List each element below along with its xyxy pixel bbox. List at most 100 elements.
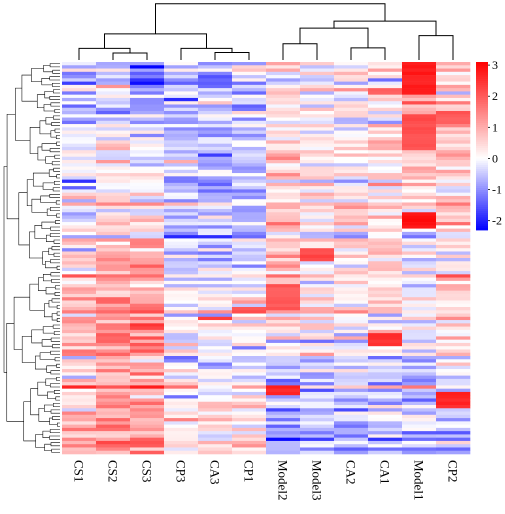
color-legend-swatch xyxy=(476,122,488,126)
heatmap-cell xyxy=(300,84,335,89)
heatmap-cell xyxy=(402,75,437,79)
heatmap-cell xyxy=(266,421,301,425)
heatmap-cell xyxy=(96,346,131,350)
row-dendrogram-branch xyxy=(44,91,54,99)
heatmap-cell xyxy=(96,284,131,288)
row-dendrogram-branch xyxy=(57,422,60,427)
dendrogram-branch xyxy=(112,52,148,60)
heatmap-cell xyxy=(300,369,335,373)
row-dendrogram-branch xyxy=(42,326,55,334)
heatmap-cell xyxy=(266,434,301,438)
heatmap-cell xyxy=(164,362,199,367)
heatmap-cell xyxy=(300,254,335,259)
row-dendrogram-branch xyxy=(49,148,60,153)
heatmap-cell xyxy=(402,382,437,386)
heatmap-cell xyxy=(300,150,335,154)
heatmap-cell xyxy=(436,71,471,76)
heatmap-cell xyxy=(62,284,97,288)
heatmap-cell xyxy=(266,427,301,432)
heatmap-cell xyxy=(436,411,471,416)
heatmap-cell xyxy=(198,150,233,154)
heatmap-cell xyxy=(300,356,335,360)
heatmap-cell xyxy=(198,421,233,425)
heatmap-cell xyxy=(334,228,369,233)
heatmap-cell xyxy=(62,153,97,158)
heatmap-cell xyxy=(96,254,131,259)
heatmap-cell xyxy=(436,320,471,324)
heatmap-cell xyxy=(266,140,301,144)
heatmap-cell xyxy=(436,388,471,393)
row-dendrogram-branch xyxy=(43,104,55,112)
heatmap-cell xyxy=(402,137,437,141)
heatmap-cell xyxy=(62,326,97,331)
heatmap-cell xyxy=(130,104,165,109)
heatmap-cell xyxy=(164,130,199,135)
heatmap-cell xyxy=(368,336,403,340)
heatmap-cell xyxy=(266,107,301,112)
heatmap-cell xyxy=(130,101,165,105)
heatmap-cell xyxy=(436,176,471,180)
heatmap-cell xyxy=(232,114,267,118)
heatmap-cell xyxy=(368,405,403,409)
heatmap-cell xyxy=(334,215,369,220)
heatmap-cell xyxy=(198,352,233,357)
heatmap-cell xyxy=(402,117,437,122)
heatmap-cell xyxy=(198,316,233,321)
heatmap-cell xyxy=(368,150,403,154)
heatmap-cell xyxy=(266,150,301,154)
heatmap-cell xyxy=(164,205,199,210)
column-label-cs3: CS3 xyxy=(140,460,155,482)
color-legend-swatch xyxy=(476,133,488,136)
heatmap-cell xyxy=(334,94,369,99)
heatmap-cell xyxy=(334,75,369,79)
heatmap-cell xyxy=(198,395,233,399)
heatmap-cell xyxy=(368,401,403,406)
heatmap-cell xyxy=(130,222,165,226)
heatmap-cell xyxy=(368,68,403,73)
heatmap-cell xyxy=(436,133,471,138)
heatmap-cell xyxy=(62,231,97,236)
heatmap-cell xyxy=(130,78,165,82)
heatmap-cell xyxy=(436,313,471,318)
heatmap-cell xyxy=(164,398,199,403)
heatmap-cell xyxy=(402,297,437,301)
heatmap-cell xyxy=(232,264,267,269)
heatmap-cell xyxy=(266,398,301,403)
heatmap-cell xyxy=(334,356,369,360)
heatmap-cell xyxy=(402,111,437,115)
heatmap-cell xyxy=(96,189,131,193)
row-dendrogram-branch xyxy=(43,274,52,282)
heatmap-cell xyxy=(402,254,437,259)
heatmap-cell xyxy=(402,349,437,354)
heatmap-cell xyxy=(300,127,335,131)
heatmap-cell xyxy=(62,447,97,452)
heatmap-cell xyxy=(62,313,97,318)
heatmap-cell xyxy=(300,107,335,112)
heatmap-cell xyxy=(368,434,403,438)
heatmap-cell xyxy=(300,192,335,197)
heatmap-cell xyxy=(436,68,471,73)
heatmap-cell xyxy=(232,329,267,334)
heatmap-cell xyxy=(130,287,165,291)
heatmap-cell xyxy=(198,251,233,256)
heatmap-cell xyxy=(436,192,471,197)
heatmap-cell xyxy=(62,385,97,389)
heatmap-cell xyxy=(164,97,199,102)
color-legend-swatch xyxy=(476,99,488,103)
heatmap-cell xyxy=(96,153,131,158)
row-dendrogram-branch xyxy=(46,208,57,216)
row-dendrogram-branch xyxy=(40,195,57,203)
heatmap-cell xyxy=(198,411,233,416)
row-dendrogram-branch xyxy=(53,115,60,120)
heatmap-cell xyxy=(402,94,437,99)
heatmap-cell xyxy=(368,75,403,79)
heatmap-cell xyxy=(266,326,301,331)
heatmap-cell xyxy=(164,254,199,259)
color-legend-swatch xyxy=(476,169,488,172)
heatmap-cell xyxy=(368,274,403,278)
heatmap-cell xyxy=(232,195,267,200)
heatmap-cell xyxy=(232,91,267,95)
heatmap-cell xyxy=(300,359,335,363)
heatmap-cell xyxy=(164,447,199,452)
heatmap-cell xyxy=(164,163,199,167)
